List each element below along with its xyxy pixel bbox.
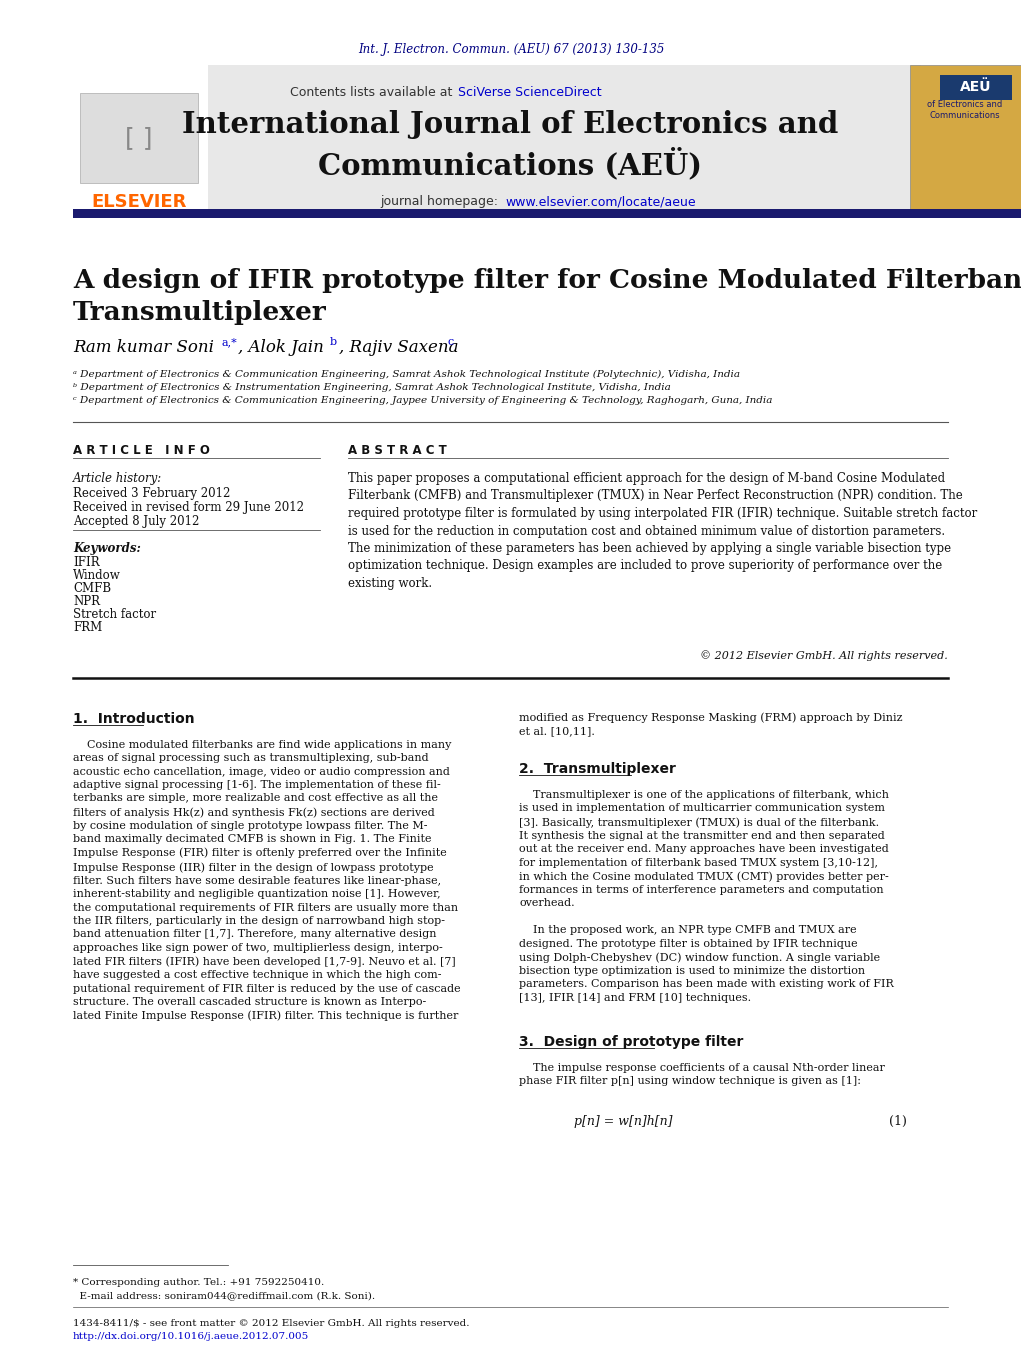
Text: FRM: FRM	[72, 621, 102, 634]
Text: NPR: NPR	[72, 594, 100, 608]
FancyBboxPatch shape	[80, 93, 198, 182]
Text: , Alok Jain: , Alok Jain	[238, 339, 324, 357]
Text: modified as Frequency Response Masking (FRM) approach by Diniz
et al. [10,11].: modified as Frequency Response Masking (…	[519, 712, 903, 736]
FancyBboxPatch shape	[72, 65, 921, 209]
Text: ELSEVIER: ELSEVIER	[91, 193, 187, 211]
Text: CMFB: CMFB	[72, 582, 111, 594]
Text: a,*: a,*	[221, 336, 237, 347]
Text: 1.  Introduction: 1. Introduction	[72, 712, 195, 725]
Text: of Electronics and
Communications: of Electronics and Communications	[927, 100, 1003, 120]
FancyBboxPatch shape	[940, 76, 1012, 100]
Text: Received in revised form 29 June 2012: Received in revised form 29 June 2012	[72, 501, 304, 513]
Text: A design of IFIR prototype filter for Cosine Modulated Filterbank and
Transmulti: A design of IFIR prototype filter for Co…	[72, 267, 1021, 326]
Text: 3.  Design of prototype filter: 3. Design of prototype filter	[519, 1035, 743, 1048]
Text: Received 3 February 2012: Received 3 February 2012	[72, 486, 231, 500]
Text: Stretch factor: Stretch factor	[72, 608, 156, 621]
Text: p[n] = w[n]h[n]: p[n] = w[n]h[n]	[574, 1115, 673, 1128]
Text: Transmultiplexer is one of the applications of filterbank, which
is used in impl: Transmultiplexer is one of the applicati…	[519, 790, 893, 1002]
Text: , Rajiv Saxena: , Rajiv Saxena	[339, 339, 458, 357]
Text: E-mail address: soniram044@rediffmail.com (R.k. Soni).: E-mail address: soniram044@rediffmail.co…	[72, 1292, 375, 1300]
Text: Window: Window	[72, 569, 120, 582]
Text: b: b	[330, 336, 337, 347]
Text: ᶜ Department of Electronics & Communication Engineering, Jaypee University of En: ᶜ Department of Electronics & Communicat…	[72, 396, 772, 405]
Text: Int. J. Electron. Commun. (AEU) 67 (2013) 130-135: Int. J. Electron. Commun. (AEU) 67 (2013…	[357, 43, 665, 57]
Text: Cosine modulated filterbanks are find wide applications in many
areas of signal : Cosine modulated filterbanks are find wi…	[72, 740, 460, 1021]
Text: journal homepage:: journal homepage:	[380, 196, 502, 208]
FancyBboxPatch shape	[72, 65, 208, 209]
Text: Accepted 8 July 2012: Accepted 8 July 2012	[72, 515, 199, 528]
Text: SciVerse ScienceDirect: SciVerse ScienceDirect	[458, 85, 601, 99]
Text: A B S T R A C T: A B S T R A C T	[348, 444, 447, 457]
Text: Keywords:: Keywords:	[72, 542, 141, 555]
Text: * Corresponding author. Tel.: +91 7592250410.: * Corresponding author. Tel.: +91 759225…	[72, 1278, 325, 1288]
Text: Contents lists available at: Contents lists available at	[290, 85, 456, 99]
Text: This paper proposes a computational efficient approach for the design of M-band : This paper proposes a computational effi…	[348, 471, 977, 590]
Text: http://dx.doi.org/10.1016/j.aeue.2012.07.005: http://dx.doi.org/10.1016/j.aeue.2012.07…	[72, 1332, 309, 1342]
Text: The impulse response coefficients of a causal Nth-order linear
phase FIR filter : The impulse response coefficients of a c…	[519, 1063, 885, 1086]
Text: Ram kumar Soni: Ram kumar Soni	[72, 339, 214, 357]
Text: 2.  Transmultiplexer: 2. Transmultiplexer	[519, 762, 676, 775]
Text: IFIR: IFIR	[72, 557, 100, 569]
Text: A R T I C L E   I N F O: A R T I C L E I N F O	[72, 444, 210, 457]
Text: (1): (1)	[889, 1115, 907, 1128]
Text: 1434-8411/$ - see front matter © 2012 Elsevier GmbH. All rights reserved.: 1434-8411/$ - see front matter © 2012 El…	[72, 1319, 470, 1328]
Text: www.elsevier.com/locate/aeue: www.elsevier.com/locate/aeue	[505, 196, 695, 208]
Text: © 2012 Elsevier GmbH. All rights reserved.: © 2012 Elsevier GmbH. All rights reserve…	[700, 650, 949, 661]
Text: AEÜ: AEÜ	[960, 80, 991, 95]
Text: ᵃ Department of Electronics & Communication Engineering, Samrat Ashok Technologi: ᵃ Department of Electronics & Communicat…	[72, 370, 740, 380]
Text: International Journal of Electronics and
Communications (AEÜ): International Journal of Electronics and…	[182, 111, 838, 180]
FancyBboxPatch shape	[910, 65, 1021, 209]
Text: ᵇ Department of Electronics & Instrumentation Engineering, Samrat Ashok Technolo: ᵇ Department of Electronics & Instrument…	[72, 382, 671, 392]
FancyBboxPatch shape	[72, 209, 1021, 218]
Text: Article history:: Article history:	[72, 471, 162, 485]
Text: c: c	[447, 336, 453, 347]
Text: [ ]: [ ]	[126, 126, 153, 150]
